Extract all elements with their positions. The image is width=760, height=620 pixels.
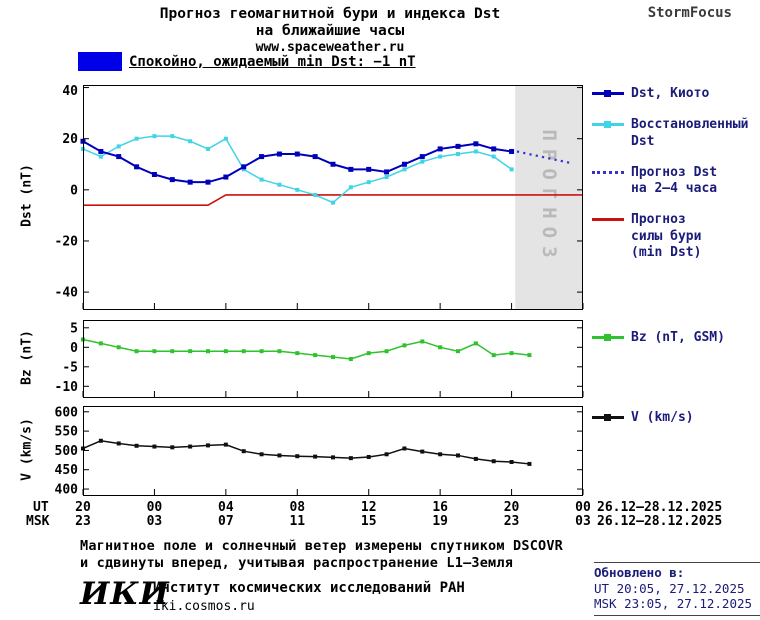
- y-tick-label: -10: [55, 380, 79, 395]
- updated-ut: UT 20:05, 27.12.2025: [594, 580, 745, 596]
- legend-swatch: [592, 170, 624, 174]
- y-tick-label: -40: [55, 286, 79, 301]
- note-line1: Магнитное поле и солнечный ветер измерен…: [80, 538, 564, 554]
- series-V (km/s): [81, 438, 532, 466]
- y-tick-label: 0: [70, 341, 78, 356]
- header: Прогноз геомагнитной бури и индекса Dst …: [40, 6, 620, 56]
- status-banner: Спокойно, ожидаемый min Dst: −1 nT: [78, 52, 416, 71]
- spaceweather-link[interactable]: www.spaceweather.ru: [255, 40, 405, 56]
- v-chart-panel: 600 550 500 450 400: [55, 406, 584, 496]
- y-tick-label: 20: [62, 132, 78, 147]
- ut-row-label: UT: [33, 500, 49, 515]
- legend-item: Прогноз Dst на 2–4 часа: [592, 165, 760, 198]
- x-axis-ticks: 20 23 00 03 04 07 08 11 12 15 16 19 20 23 00 03: [0, 500, 760, 530]
- ut-tick-6: 20: [503, 500, 520, 515]
- ut-tick-4: 12: [360, 500, 377, 515]
- legend-label: Bz (nT, GSM): [631, 330, 725, 345]
- storm-level-swatch: [78, 52, 122, 71]
- panel-frame: [83, 85, 583, 310]
- y-tick-label: 450: [55, 463, 79, 478]
- series-Прогноз Dst на 2–4 часа: [516, 150, 571, 165]
- legend-item: Dst, Киото: [592, 86, 760, 102]
- legend-marker-square: [604, 121, 611, 129]
- series-Bz (nT, GSM): [81, 337, 532, 361]
- legend-label: Прогноз Dst на 2–4 часа: [631, 164, 718, 196]
- page-title-line2: на ближайшие часы: [255, 22, 405, 39]
- institute-name: Институт космических исследований РАН: [153, 580, 465, 596]
- legend-marker-square: [604, 90, 611, 97]
- ut-tick-2: 04: [218, 500, 234, 515]
- forecast-vertical-label: ПРОГНОЗ: [538, 129, 560, 265]
- legend-swatch: [592, 218, 624, 222]
- y-tick-label: 5: [70, 321, 78, 336]
- msk-tick-5: 19: [432, 514, 448, 529]
- v-legend: V (km/s): [592, 410, 760, 441]
- legend-item: Bz (nT, GSM): [592, 330, 760, 346]
- y-tick-label: 40: [62, 85, 78, 99]
- ut-date-range: 26.12–28.12.2025: [597, 500, 723, 515]
- updated-block: Обновлено в: UT 20:05, 27.12.2025 MSK 23…: [594, 562, 760, 616]
- ut-tick-5: 16: [432, 500, 448, 515]
- msk-date-range: 26.12–28.12.2025: [597, 514, 723, 529]
- legend-swatch: [592, 121, 624, 129]
- ut-tick-1: 00: [146, 500, 163, 515]
- panel-frame: [83, 406, 583, 496]
- legend-swatch: [592, 90, 624, 97]
- msk-tick-0: 23: [75, 514, 91, 529]
- legend-label: V (km/s): [631, 410, 694, 425]
- y-tick-label: 400: [55, 483, 79, 496]
- legend-item: V (km/s): [592, 410, 760, 426]
- series-Dst, Киото: [80, 138, 515, 185]
- msk-row-label: MSK: [26, 514, 50, 529]
- msk-tick-7: 03: [575, 514, 591, 529]
- ut-tick-7: 00: [575, 500, 591, 515]
- y-tick-label: 500: [55, 444, 79, 459]
- forecast-region: [515, 85, 583, 310]
- legend-swatch: [592, 414, 624, 421]
- legend-item: Восстановленный Dst: [592, 117, 760, 150]
- legend-label: Восстановленный Dst: [631, 117, 749, 149]
- panel-frame: [83, 320, 583, 398]
- ut-tick-3: 08: [289, 500, 306, 515]
- msk-tick-2: 07: [218, 514, 234, 529]
- bz-chart-panel: 5 0 -5 -10: [55, 320, 584, 398]
- y-tick-label: 600: [55, 406, 79, 420]
- msk-tick-4: 15: [360, 514, 377, 529]
- dst-legend: Dst, Киото Восстановленный Dst Прогноз Dst…: [592, 86, 760, 276]
- series-Прогноз силы бури (min Dst): [83, 194, 583, 206]
- storm-status-text: Спокойно, ожидаемый min Dst: −1 nT: [129, 53, 416, 70]
- dst-axis-label: Dst (nT): [19, 164, 35, 227]
- legend-marker-square: [604, 334, 611, 341]
- series-Восстановленный Dst: [81, 134, 514, 205]
- legend-label: Dst, Киото: [631, 86, 710, 101]
- dst-chart-panel: ПРОГНОЗ 40 20 0 -20 -40: [55, 85, 584, 310]
- y-tick-label: -5: [62, 360, 78, 375]
- updated-label: Обновлено в:: [594, 565, 685, 580]
- ut-tick-0: 20: [75, 500, 91, 515]
- msk-tick-6: 23: [503, 514, 520, 529]
- bz-legend: Bz (nT, GSM): [592, 330, 760, 361]
- legend-label: Прогноз силы бури (min Dst): [631, 212, 702, 260]
- brand-stormfocus: StormFocus: [647, 5, 732, 21]
- note-line2: и сдвинуты вперед, учитывая распростране…: [80, 555, 514, 571]
- legend-marker-square: [604, 414, 611, 421]
- iki-site-link[interactable]: iki.cosmos.ru: [153, 599, 255, 614]
- msk-tick-3: 11: [289, 514, 306, 529]
- msk-tick-1: 03: [146, 514, 163, 529]
- legend-swatch: [592, 334, 624, 341]
- y-tick-label: 550: [55, 425, 79, 440]
- legend-item: Прогноз силы бури (min Dst): [592, 212, 760, 261]
- y-tick-label: 0: [70, 183, 78, 198]
- iki-logo: ИКИ: [80, 576, 170, 612]
- updated-msk: MSK 23:05, 27.12.2025: [594, 596, 753, 612]
- page-title-line1: Прогноз геомагнитной бури и индекса Dst: [159, 6, 501, 22]
- y-tick-label: -20: [55, 234, 79, 249]
